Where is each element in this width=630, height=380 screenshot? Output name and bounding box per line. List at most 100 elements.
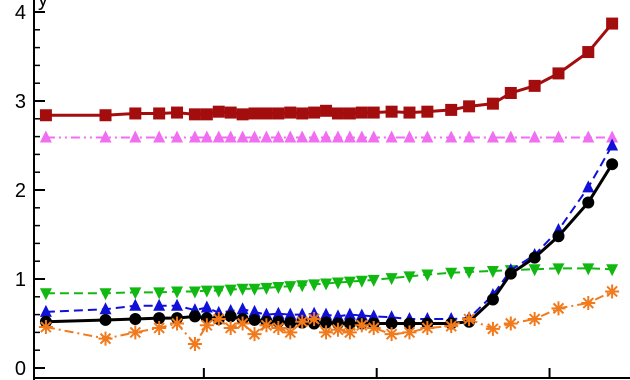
circle-marker [552, 230, 565, 243]
triangle-down-marker [343, 276, 356, 289]
series-2 [39, 263, 619, 301]
square-marker [99, 109, 112, 122]
square-marker [272, 107, 285, 120]
triangle-up-marker [355, 130, 368, 143]
triangle-up-marker [504, 130, 517, 143]
triangle-down-marker [200, 285, 213, 298]
series-line [45, 22, 614, 117]
asterisk-marker [354, 318, 369, 333]
triangle-up-marker [272, 306, 285, 319]
triangle-down-marker [224, 284, 237, 297]
triangle-up-marker [486, 130, 499, 143]
series-5 [38, 284, 620, 351]
triangle-up-marker [39, 304, 52, 317]
circle-marker [320, 316, 333, 329]
asterisk-marker [402, 325, 417, 340]
asterisk-marker [319, 325, 334, 340]
triangle-up-marker [284, 130, 297, 143]
triangle-down-marker [296, 280, 309, 293]
square-marker [320, 104, 333, 117]
triangle-up-marker [296, 130, 309, 143]
square-marker [343, 107, 356, 120]
series-layer [38, 17, 620, 351]
square-marker [582, 46, 595, 59]
triangle-up-marker [343, 307, 356, 320]
asterisk-marker [152, 320, 167, 335]
triangle-up-marker [212, 130, 225, 143]
circle-marker [504, 267, 517, 280]
triangle-down-marker [403, 271, 416, 284]
triangle-up-marker [367, 130, 380, 143]
square-marker [200, 108, 213, 121]
y-tick-label: 1 [15, 269, 26, 291]
triangle-down-marker [367, 274, 380, 287]
square-marker [224, 106, 237, 119]
triangle-up-marker [260, 130, 273, 143]
asterisk-marker [247, 327, 262, 342]
triangle-up-marker [224, 130, 237, 143]
square-marker [129, 107, 142, 120]
asterisk-marker [38, 320, 53, 335]
triangle-up-marker [39, 130, 52, 143]
asterisk-marker [98, 331, 113, 346]
triangle-down-marker [421, 269, 434, 282]
series-3 [39, 138, 619, 325]
triangle-up-marker [284, 307, 297, 320]
asterisk-marker [170, 316, 185, 331]
asterisk-marker [551, 301, 566, 316]
y-tick-label: 0 [15, 358, 26, 380]
square-marker [385, 105, 398, 118]
triangle-up-marker [296, 307, 309, 320]
asterisk-marker [223, 320, 238, 335]
circle-marker [385, 317, 398, 330]
triangle-up-marker [385, 130, 398, 143]
series-1 [39, 130, 619, 143]
series-line [45, 267, 613, 295]
square-marker [188, 108, 201, 121]
triangle-up-marker [99, 130, 112, 143]
triangle-up-marker [129, 130, 142, 143]
asterisk-marker [235, 316, 250, 331]
triangle-up-marker [331, 130, 344, 143]
triangle-down-marker [248, 283, 261, 296]
square-marker [486, 97, 499, 110]
triangle-down-marker [552, 263, 565, 276]
circle-marker [528, 251, 541, 264]
triangle-down-marker [463, 266, 476, 279]
triangle-down-marker [212, 285, 225, 298]
asterisk-marker [211, 312, 226, 327]
asterisk-marker [581, 296, 596, 311]
triangle-up-marker [403, 130, 416, 143]
circle-marker [343, 317, 356, 330]
square-marker [421, 105, 434, 118]
triangle-down-marker [260, 282, 273, 295]
triangle-up-marker [272, 130, 285, 143]
triangle-up-marker [248, 130, 261, 143]
square-marker [403, 106, 416, 119]
triangle-up-marker [200, 130, 213, 143]
triangle-down-marker [171, 286, 184, 299]
triangle-down-marker [99, 288, 112, 301]
square-marker [39, 109, 52, 122]
triangle-up-marker [248, 304, 261, 317]
asterisk-marker [187, 336, 202, 351]
circle-marker [248, 313, 261, 326]
triangle-down-marker [39, 288, 52, 301]
series-line [45, 163, 614, 326]
triangle-up-marker [129, 298, 142, 311]
series-0 [39, 17, 619, 122]
triangle-down-marker [272, 282, 285, 295]
triangle-up-marker [99, 302, 112, 315]
triangle-up-marker [582, 130, 595, 143]
triangle-down-marker [606, 264, 619, 277]
triangle-down-marker [355, 275, 368, 288]
triangle-up-marker [153, 298, 166, 311]
square-marker [606, 17, 619, 30]
asterisk-marker [605, 284, 620, 299]
asterisk-marker [271, 320, 286, 335]
asterisk-marker [295, 314, 310, 329]
asterisk-marker [503, 316, 518, 331]
circle-marker [224, 310, 237, 323]
circle-marker [284, 316, 297, 329]
triangle-down-marker [486, 265, 499, 278]
